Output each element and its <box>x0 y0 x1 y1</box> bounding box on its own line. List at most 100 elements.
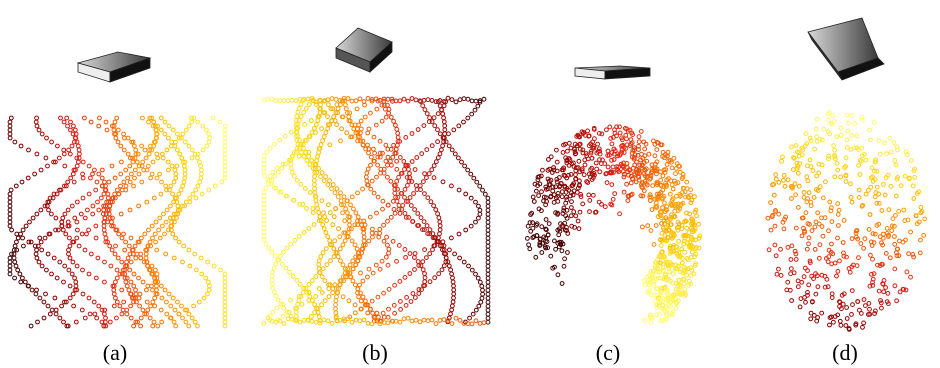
point <box>452 292 456 296</box>
point <box>384 255 388 259</box>
point <box>450 272 454 276</box>
point <box>40 248 44 252</box>
point <box>120 160 124 164</box>
point <box>831 114 835 118</box>
point <box>308 295 312 299</box>
point <box>8 220 12 224</box>
point <box>223 152 227 156</box>
point <box>198 180 202 184</box>
point <box>223 124 227 128</box>
point <box>46 252 50 256</box>
point <box>165 148 169 152</box>
point <box>163 232 167 236</box>
point <box>308 191 312 195</box>
point <box>486 204 490 208</box>
point <box>849 148 853 152</box>
point <box>919 238 923 242</box>
point <box>284 266 288 270</box>
point <box>26 176 30 180</box>
point <box>223 280 227 284</box>
point <box>698 234 702 238</box>
point <box>141 116 145 120</box>
point <box>323 299 327 303</box>
point <box>441 240 445 244</box>
point <box>836 236 840 240</box>
point <box>432 116 436 120</box>
point <box>8 264 12 268</box>
point <box>8 128 12 132</box>
point <box>877 289 881 293</box>
point <box>371 311 375 315</box>
point <box>413 296 417 300</box>
point <box>182 180 186 184</box>
point <box>138 292 142 296</box>
point <box>103 260 107 264</box>
point <box>486 304 490 308</box>
point <box>151 324 155 328</box>
point <box>206 260 210 264</box>
point <box>608 125 612 129</box>
point <box>273 174 277 178</box>
point <box>286 317 290 321</box>
point <box>127 288 131 292</box>
point <box>769 201 773 205</box>
point <box>326 115 330 119</box>
point <box>129 260 133 264</box>
point <box>87 228 91 232</box>
point <box>919 205 923 209</box>
point <box>651 184 655 188</box>
point <box>339 259 343 263</box>
point <box>481 188 485 192</box>
point <box>339 191 343 195</box>
point <box>382 223 386 227</box>
point <box>341 263 345 267</box>
point <box>223 164 227 168</box>
point <box>348 223 352 227</box>
point <box>80 308 84 312</box>
point <box>10 228 14 232</box>
caption: (a) <box>103 340 127 365</box>
point <box>549 155 553 159</box>
point <box>477 204 481 208</box>
point <box>289 166 293 170</box>
point <box>220 180 224 184</box>
point <box>97 304 101 308</box>
point <box>474 99 478 103</box>
point <box>187 144 191 148</box>
point <box>298 139 302 143</box>
point <box>296 302 300 306</box>
point <box>358 319 362 323</box>
point <box>428 252 432 256</box>
point <box>817 256 821 260</box>
point <box>404 256 408 260</box>
point <box>74 284 78 288</box>
point <box>54 312 58 316</box>
point <box>486 208 490 212</box>
point <box>110 164 114 168</box>
point <box>637 140 641 144</box>
point <box>207 288 211 292</box>
point <box>262 230 266 234</box>
point <box>839 126 843 130</box>
point <box>378 227 382 231</box>
point <box>55 276 59 280</box>
point <box>381 207 385 211</box>
point <box>367 151 371 155</box>
point <box>462 120 466 124</box>
point <box>347 115 351 119</box>
point <box>108 320 112 324</box>
point <box>113 120 117 124</box>
point <box>267 246 271 250</box>
point <box>839 175 843 179</box>
point <box>223 160 227 164</box>
point <box>137 276 141 280</box>
point <box>75 140 79 144</box>
point <box>201 148 205 152</box>
point <box>60 304 64 308</box>
point <box>134 148 138 152</box>
point <box>350 320 354 324</box>
point <box>603 205 607 209</box>
point <box>62 152 66 156</box>
point <box>171 232 175 236</box>
point <box>262 154 266 158</box>
